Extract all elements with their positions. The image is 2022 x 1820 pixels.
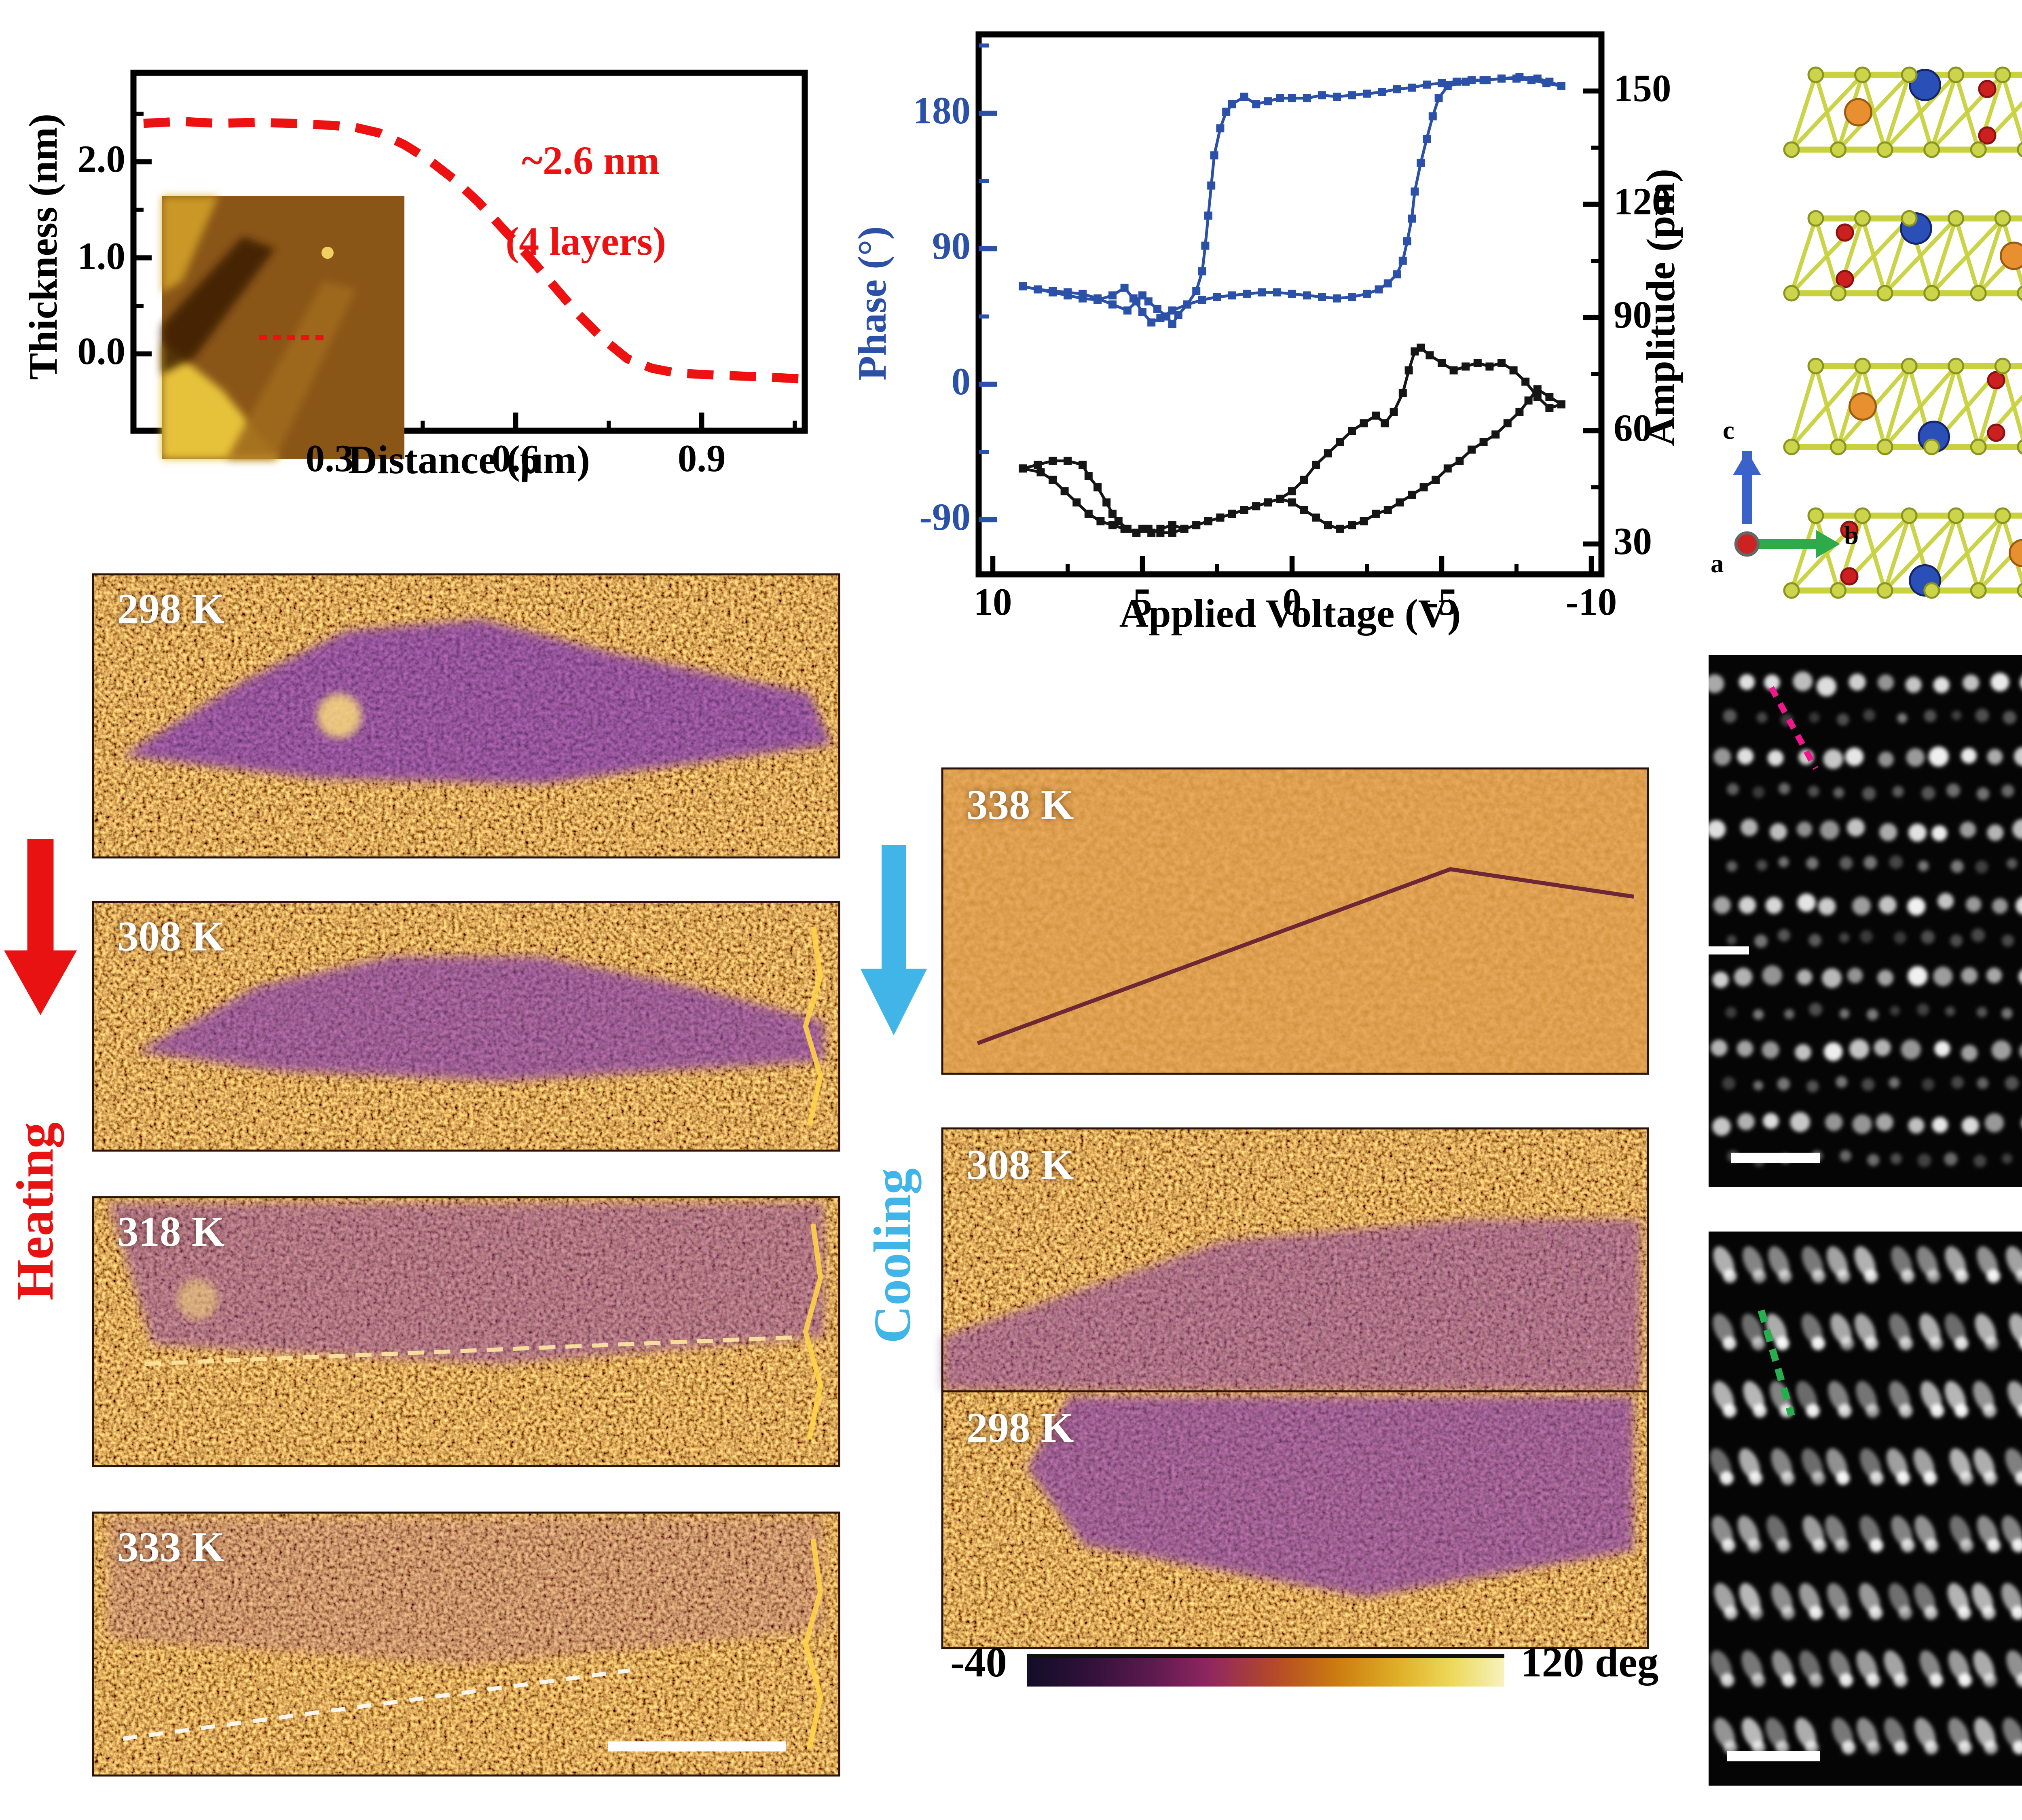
colorbar-min-label: -40 <box>902 1642 1007 1685</box>
layers-annotation: (4 layers) <box>506 222 666 263</box>
axis-c-label: c <box>1723 417 1734 443</box>
axis-tick-label: 150 <box>1614 71 1703 109</box>
hysteresis-chart <box>979 34 1601 574</box>
axis-tick-label: 5 <box>1102 584 1183 623</box>
axis-tick-label: 60 <box>1614 411 1703 449</box>
pfm-label-318k-heating: 318 K <box>117 1211 224 1254</box>
axis-tick-label: 0 <box>1252 584 1332 623</box>
pfm-label-298k-heating: 298 K <box>117 588 224 631</box>
thickness-annotation: ~2.6 nm <box>522 142 660 182</box>
axis-tick-label: 180 <box>886 93 971 131</box>
axis-tick-label: -5 <box>1401 584 1482 623</box>
axis-tick-label: 0.0 <box>57 334 125 372</box>
pfm-label-298k-cooling: 298 K <box>967 1407 1074 1450</box>
colorbar-max-label: 120 deg <box>1521 1642 1658 1685</box>
axis-tick-label: 30 <box>1614 524 1703 562</box>
stem-images <box>1705 655 2022 1786</box>
axis-tick-label: 90 <box>886 229 971 267</box>
axis-b-label: b <box>1844 522 1859 548</box>
axis-tick-label: 0.9 <box>665 441 738 479</box>
axis-tick-label: 0.3 <box>293 441 366 479</box>
axis-tick-label: 10 <box>952 584 1033 623</box>
figure-canvas: Thickness (nm) Distance (μm) ~2.6 nm (4 … <box>0 0 2022 1820</box>
phase-ylabel: Phase (°) <box>853 142 894 465</box>
figure-vector-layer <box>0 0 2022 1820</box>
axis-tick-label: 90 <box>1614 297 1703 336</box>
stem-image-cu-up <box>1705 655 2022 1187</box>
cooling-label: Cooling <box>867 1094 920 1418</box>
axis-tick-label: 2.0 <box>57 142 125 180</box>
axis-a-label: a <box>1711 550 1724 576</box>
axis-tick-label: 120 <box>1614 184 1703 222</box>
pfm-label-308k-heating: 308 K <box>117 916 224 959</box>
pfm-label-338k-cooling: 338 K <box>967 785 1074 827</box>
axis-tick-label: -90 <box>886 499 971 538</box>
axis-tick-label: 1.0 <box>57 238 125 276</box>
pfm-label-308k-cooling: 308 K <box>967 1145 1074 1187</box>
layered-structure-model <box>1784 68 2022 598</box>
afm-inset-image <box>162 196 404 459</box>
axis-tick-label: 0 <box>886 364 971 402</box>
axis-tick-label: -10 <box>1551 584 1632 623</box>
heating-label: Heating <box>10 1050 63 1373</box>
phase-colorbar <box>1027 1654 1504 1687</box>
axis-tick-label: 0.6 <box>479 441 552 479</box>
stem-image-cu-down <box>1706 1232 2022 1786</box>
pfm-label-333k-heating: 333 K <box>117 1527 224 1569</box>
